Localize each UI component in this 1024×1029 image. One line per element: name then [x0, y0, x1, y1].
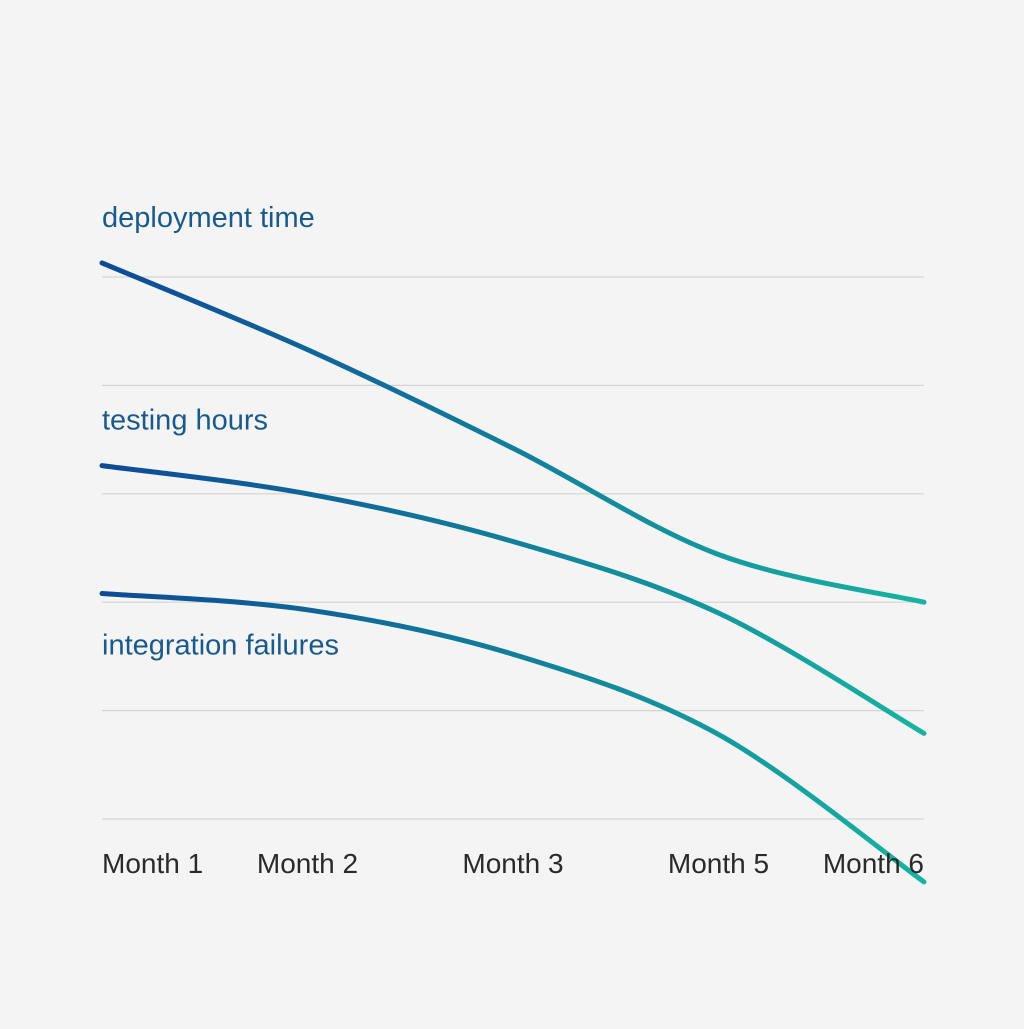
series-lines: [99, 260, 927, 885]
series-line-testing-hours: [99, 463, 927, 736]
series-line-integration-failures: [99, 591, 927, 885]
series-label-testing-hours: testing hours: [102, 405, 268, 437]
x-tick-label-2: Month 2: [257, 848, 358, 879]
x-tick-label-5: Month 6: [823, 848, 924, 879]
series-label-integration-failures: integration failures: [102, 630, 339, 662]
series-labels: deployment time testing hours integration …: [102, 202, 339, 662]
gridlines: [102, 276, 924, 820]
series-label-deployment-time: deployment time: [102, 202, 315, 234]
series-line-deployment-time: [99, 260, 927, 605]
x-axis-tick-labels: Month 1 Month 2 Month 3 Month 5 Month 6: [102, 848, 924, 879]
x-tick-label-1: Month 1: [102, 848, 203, 879]
x-tick-label-4: Month 5: [668, 848, 769, 879]
x-tick-label-3: Month 3: [462, 848, 563, 879]
